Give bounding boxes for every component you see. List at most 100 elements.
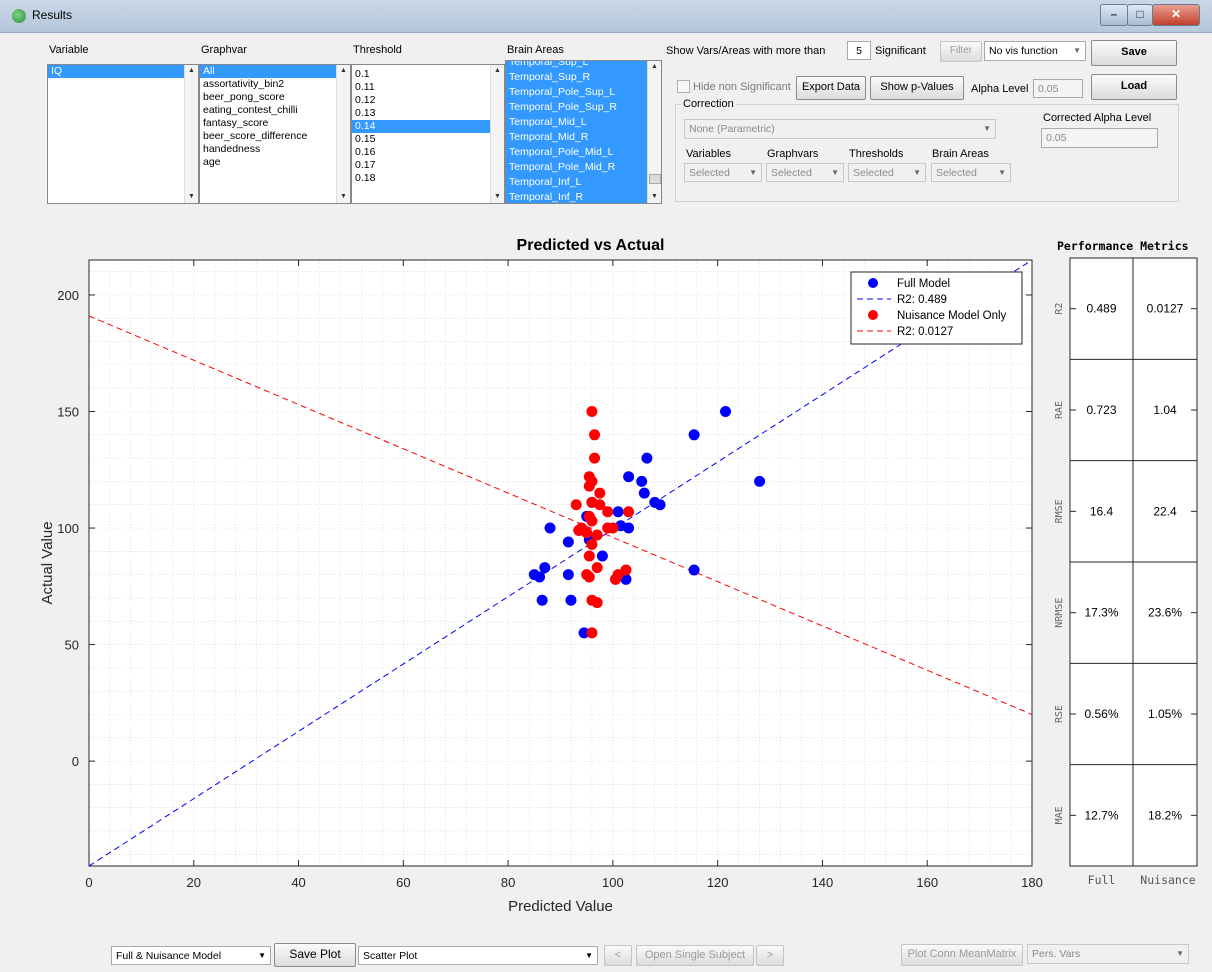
full-model-point xyxy=(688,564,700,576)
previous-subject-button[interactable]: < xyxy=(604,945,632,966)
y-tick-label: 150 xyxy=(57,405,79,420)
graphvar-list-item[interactable]: handedness xyxy=(203,143,261,155)
plot-type-dropdown[interactable]: Scatter Plot ▼ xyxy=(358,946,598,965)
hide-non-significant-checkbox[interactable] xyxy=(677,80,690,93)
threshold-list[interactable]: 0.1 0.11 0.12 0.13 0.14 0.15 0.16 0.17 0.18 ▲ ▼ xyxy=(351,64,505,204)
chevron-down-icon: ▼ xyxy=(1073,46,1081,55)
brain-areas-scrollbar[interactable]: ▲ ▼ xyxy=(647,61,661,203)
variable-list[interactable]: IQ ▲ ▼ xyxy=(47,64,199,204)
threshold-list-item[interactable]: 0.12 xyxy=(355,94,376,106)
graphvar-list[interactable]: All assortativity_bin2 beer_pong_score eati… xyxy=(199,64,351,204)
brain-area-list-item[interactable]: Temporal_Pole_Sup_L xyxy=(506,85,661,100)
save-button[interactable]: Save xyxy=(1091,40,1177,66)
graphvars-select[interactable]: Selected ▼ xyxy=(766,163,844,182)
graphvar-list-item[interactable]: eating_contest_chilli xyxy=(203,104,298,116)
y-tick-label: 50 xyxy=(65,638,79,653)
threshold-list-item[interactable]: 0.15 xyxy=(355,133,376,145)
nuisance-model-point xyxy=(573,524,585,536)
variables-label: Variables xyxy=(686,148,732,160)
graphvar-list-item[interactable]: beer_pong_score xyxy=(203,91,285,103)
variable-scrollbar[interactable]: ▲ ▼ xyxy=(184,65,198,203)
brain-areas-select[interactable]: Selected ▼ xyxy=(931,163,1011,182)
chevron-down-icon: ▼ xyxy=(998,168,1006,177)
metrics-column-label: Full xyxy=(1088,873,1116,887)
load-button[interactable]: Load xyxy=(1091,74,1177,100)
brain-areas-list[interactable]: Temporal_Sup_L Temporal_Sup_R Temporal_Pol… xyxy=(505,60,662,204)
y-tick-label: 0 xyxy=(72,754,79,769)
x-tick-label: 100 xyxy=(602,875,624,890)
threshold-list-item[interactable]: 0.13 xyxy=(355,107,376,119)
pers-vars-dropdown[interactable]: Pers. Vars ▼ xyxy=(1027,944,1189,964)
corrected-alpha-label: Corrected Alpha Level xyxy=(1043,112,1152,124)
brain-area-list-item[interactable]: Temporal_Inf_L xyxy=(506,175,661,190)
full-model-point xyxy=(612,506,624,518)
show-vars-count-input[interactable]: 5 xyxy=(847,41,871,60)
brain-area-list-item[interactable]: Temporal_Pole_Mid_L xyxy=(506,145,661,160)
model-select-dropdown[interactable]: Full & Nuisance Model ▼ xyxy=(111,946,271,965)
corrected-alpha-input[interactable]: 0.05 xyxy=(1041,128,1158,148)
fit-line-0 xyxy=(89,260,1032,866)
threshold-list-item[interactable]: 0.1 xyxy=(355,68,370,80)
nuisance-model-point xyxy=(591,529,603,541)
metric-name-nrmse: NRMSE xyxy=(1054,598,1065,628)
maximize-button[interactable]: □ xyxy=(1127,4,1153,26)
full-model-point xyxy=(638,487,650,499)
threshold-list-item[interactable]: 0.14 xyxy=(352,120,504,133)
export-data-button[interactable]: Export Data xyxy=(796,76,866,100)
nuisance-model-point xyxy=(594,499,606,511)
vis-function-value: No vis function xyxy=(989,45,1058,57)
minimize-button[interactable]: – xyxy=(1100,4,1128,26)
close-button[interactable]: ✕ xyxy=(1152,4,1200,26)
brain-area-list-item[interactable]: Temporal_Mid_R xyxy=(506,130,661,145)
threshold-list-item[interactable]: 0.18 xyxy=(355,172,376,184)
full-model-point xyxy=(754,475,766,487)
brain-area-list-item[interactable]: Temporal_Pole_Sup_R xyxy=(506,100,661,115)
x-tick-label: 40 xyxy=(291,875,305,890)
graphvar-list-item[interactable]: fantasy_score xyxy=(203,117,269,129)
graphvar-list-item[interactable]: assortativity_bin2 xyxy=(203,78,285,90)
chevron-down-icon: ▼ xyxy=(983,124,991,133)
pers-vars-value: Pers. Vars xyxy=(1032,948,1081,960)
brain-area-list-item[interactable]: Temporal_Sup_L xyxy=(506,61,661,70)
alpha-level-input[interactable]: 0.05 xyxy=(1033,79,1083,98)
plot-conn-meanmatrix-button[interactable]: Plot Conn MeanMatrix xyxy=(901,944,1023,966)
vis-function-dropdown[interactable]: No vis function ▼ xyxy=(984,41,1086,61)
brain-area-list-item[interactable]: Temporal_Inf_R xyxy=(506,190,661,203)
x-axis-label: Predicted Value xyxy=(508,898,613,915)
nuisance-model-point xyxy=(586,538,598,550)
plot-frame xyxy=(88,259,1033,867)
next-subject-button[interactable]: > xyxy=(756,945,784,966)
graphvar-list-item[interactable]: All xyxy=(200,65,350,78)
full-model-point xyxy=(596,550,608,562)
title-bar: Results – □ ✕ xyxy=(0,0,1212,33)
graphvar-scrollbar[interactable]: ▲ ▼ xyxy=(336,65,350,203)
metric-nuisance-value: 23.6% xyxy=(1148,606,1182,620)
variables-select[interactable]: Selected ▼ xyxy=(684,163,762,182)
thresholds-select[interactable]: Selected ▼ xyxy=(848,163,926,182)
correction-method-dropdown[interactable]: None (Parametric) ▼ xyxy=(684,119,996,139)
threshold-list-item[interactable]: 0.11 xyxy=(355,81,375,93)
show-p-values-button[interactable]: Show p-Values xyxy=(870,76,964,100)
brain-area-list-item[interactable]: Temporal_Pole_Mid_R xyxy=(506,160,661,175)
save-plot-button[interactable]: Save Plot xyxy=(274,943,356,967)
brain-area-list-item[interactable]: Temporal_Mid_L xyxy=(506,115,661,130)
metric-name-r2: R2 xyxy=(1054,303,1065,315)
metric-full-value: 0.723 xyxy=(1086,403,1116,417)
nuisance-model-point xyxy=(591,562,603,574)
metric-full-value: 12.7% xyxy=(1084,808,1118,822)
graphvar-list-item[interactable]: age xyxy=(203,156,221,168)
threshold-scrollbar[interactable]: ▲ ▼ xyxy=(490,65,504,203)
filter-button[interactable]: Filter xyxy=(940,41,982,62)
hide-non-significant-label: Hide non Significant xyxy=(693,81,791,93)
nuisance-model-point xyxy=(583,571,595,583)
graphvar-list-item[interactable]: beer_score_difference xyxy=(203,130,308,142)
correction-label: Correction xyxy=(681,98,736,110)
threshold-list-item[interactable]: 0.17 xyxy=(355,159,376,171)
fit-line-1 xyxy=(89,315,1032,715)
variable-list-item[interactable]: IQ xyxy=(48,65,198,78)
open-single-subject-button[interactable]: Open Single Subject xyxy=(636,945,754,966)
brain-area-list-item[interactable]: Temporal_Sup_R xyxy=(506,70,661,85)
variables-select-value: Selected xyxy=(689,167,730,179)
threshold-list-item[interactable]: 0.16 xyxy=(355,146,376,158)
full-model-point xyxy=(536,594,548,606)
